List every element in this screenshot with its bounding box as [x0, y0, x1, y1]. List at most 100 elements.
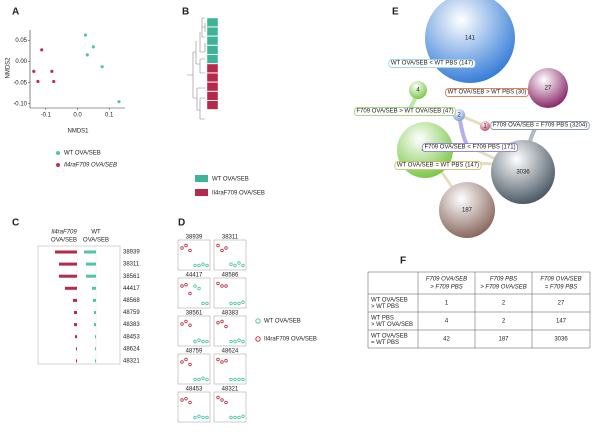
mini-title: 38939 — [186, 235, 203, 241]
row-label: > WT PBS — [371, 304, 399, 310]
mini-box — [213, 277, 247, 309]
link-box — [490, 121, 590, 130]
x-axis-label: NMDS1 — [67, 129, 89, 135]
bar — [95, 335, 96, 339]
dot — [180, 322, 184, 326]
header-cell: > F709 PBS — [430, 285, 463, 291]
dot — [224, 400, 228, 405]
dot — [205, 263, 209, 268]
dot — [229, 262, 233, 266]
point — [85, 53, 89, 57]
header-cell: > F709 OVA/SEB — [480, 285, 527, 291]
heatmap-cell — [206, 63, 219, 73]
dot — [193, 284, 197, 288]
bar — [59, 274, 77, 278]
bar — [59, 262, 77, 266]
dot — [184, 319, 188, 324]
legend-marker — [56, 163, 60, 167]
dot — [184, 243, 188, 248]
link-box — [394, 161, 482, 170]
mini-box — [213, 315, 247, 347]
dot — [241, 377, 245, 382]
row-label: 48321 — [123, 358, 140, 364]
link-box — [445, 88, 529, 97]
bubble — [409, 81, 427, 99]
dot — [229, 301, 233, 306]
bubble-label: 187 — [462, 208, 473, 214]
bar — [93, 298, 96, 302]
bubble — [528, 68, 568, 108]
mini-title: 38561 — [186, 311, 203, 317]
point — [91, 45, 95, 49]
legend-label: WT OVA/SEB — [212, 177, 249, 183]
dot — [197, 338, 201, 342]
dot — [201, 339, 205, 344]
legend-label: Il4raF709 OVA/SEB — [264, 337, 317, 343]
bar — [95, 359, 96, 363]
row-label: 48453 — [123, 334, 140, 340]
dot — [197, 286, 201, 291]
dot — [188, 291, 192, 296]
column-header: OVA/SEB — [83, 238, 109, 244]
bubble-label: 4 — [416, 88, 420, 94]
heatmap-cell — [206, 45, 219, 55]
legend-swatch — [195, 175, 208, 182]
y-axis-label: NMDS2 — [6, 57, 12, 79]
dot — [184, 283, 188, 287]
link-box — [422, 143, 518, 152]
heatmap-cell — [206, 27, 219, 37]
bar — [94, 323, 96, 327]
bar — [55, 250, 77, 254]
link-label: WT OVA/SEB = WT PBS (147) — [397, 163, 479, 169]
heatmap-cell — [206, 54, 219, 64]
mini-title: 48586 — [222, 273, 239, 279]
dot — [180, 246, 184, 250]
y-tick-label: -0.10 — [13, 101, 27, 107]
dot — [188, 323, 192, 327]
dot — [224, 359, 228, 363]
dot — [233, 263, 237, 268]
dot — [216, 243, 220, 248]
dot — [197, 414, 201, 418]
dot — [233, 339, 237, 344]
bar — [73, 298, 77, 302]
dot — [229, 339, 233, 344]
link-label: WT OVA/SEB < WT PBS (147) — [391, 61, 473, 67]
mini-box — [213, 353, 247, 385]
dot — [229, 377, 233, 382]
dot — [237, 338, 241, 342]
dot — [229, 415, 233, 420]
mini-title: 44417 — [186, 273, 203, 279]
dendrogram — [187, 17, 206, 120]
panel-label: D — [178, 218, 185, 229]
dot — [237, 415, 241, 420]
dot — [237, 377, 241, 382]
heatmap-cell — [206, 72, 219, 82]
dot — [188, 400, 192, 405]
dot — [224, 324, 228, 329]
dot — [193, 263, 197, 268]
bubble-label: 1 — [483, 124, 487, 130]
panel-label: E — [392, 7, 399, 18]
y-tick-label: 0.05 — [15, 38, 27, 44]
point — [100, 65, 104, 69]
legend-label: WT OVA/SEB — [264, 319, 301, 325]
heatmap-cell — [206, 36, 219, 46]
mini-title: 48453 — [186, 387, 203, 393]
bubble-label: 27 — [545, 86, 552, 92]
mini-title: 48759 — [186, 349, 203, 355]
bar — [84, 250, 96, 254]
row-label: 48759 — [123, 310, 140, 316]
dot — [193, 339, 197, 344]
bar — [74, 323, 77, 327]
panel-label: A — [12, 7, 19, 18]
panel-label: B — [182, 7, 189, 18]
legend-label: WT OVA/SEB — [64, 151, 101, 157]
y-tick-label: -0.05 — [13, 80, 27, 86]
bubble-label: 141 — [465, 36, 476, 42]
mini-box — [177, 353, 211, 385]
row-label: > WT OVA/SEB — [371, 322, 413, 328]
header-cell: F709 OVA/SEB — [540, 277, 581, 283]
mini-box — [177, 315, 211, 347]
cell: 3036 — [554, 337, 568, 343]
